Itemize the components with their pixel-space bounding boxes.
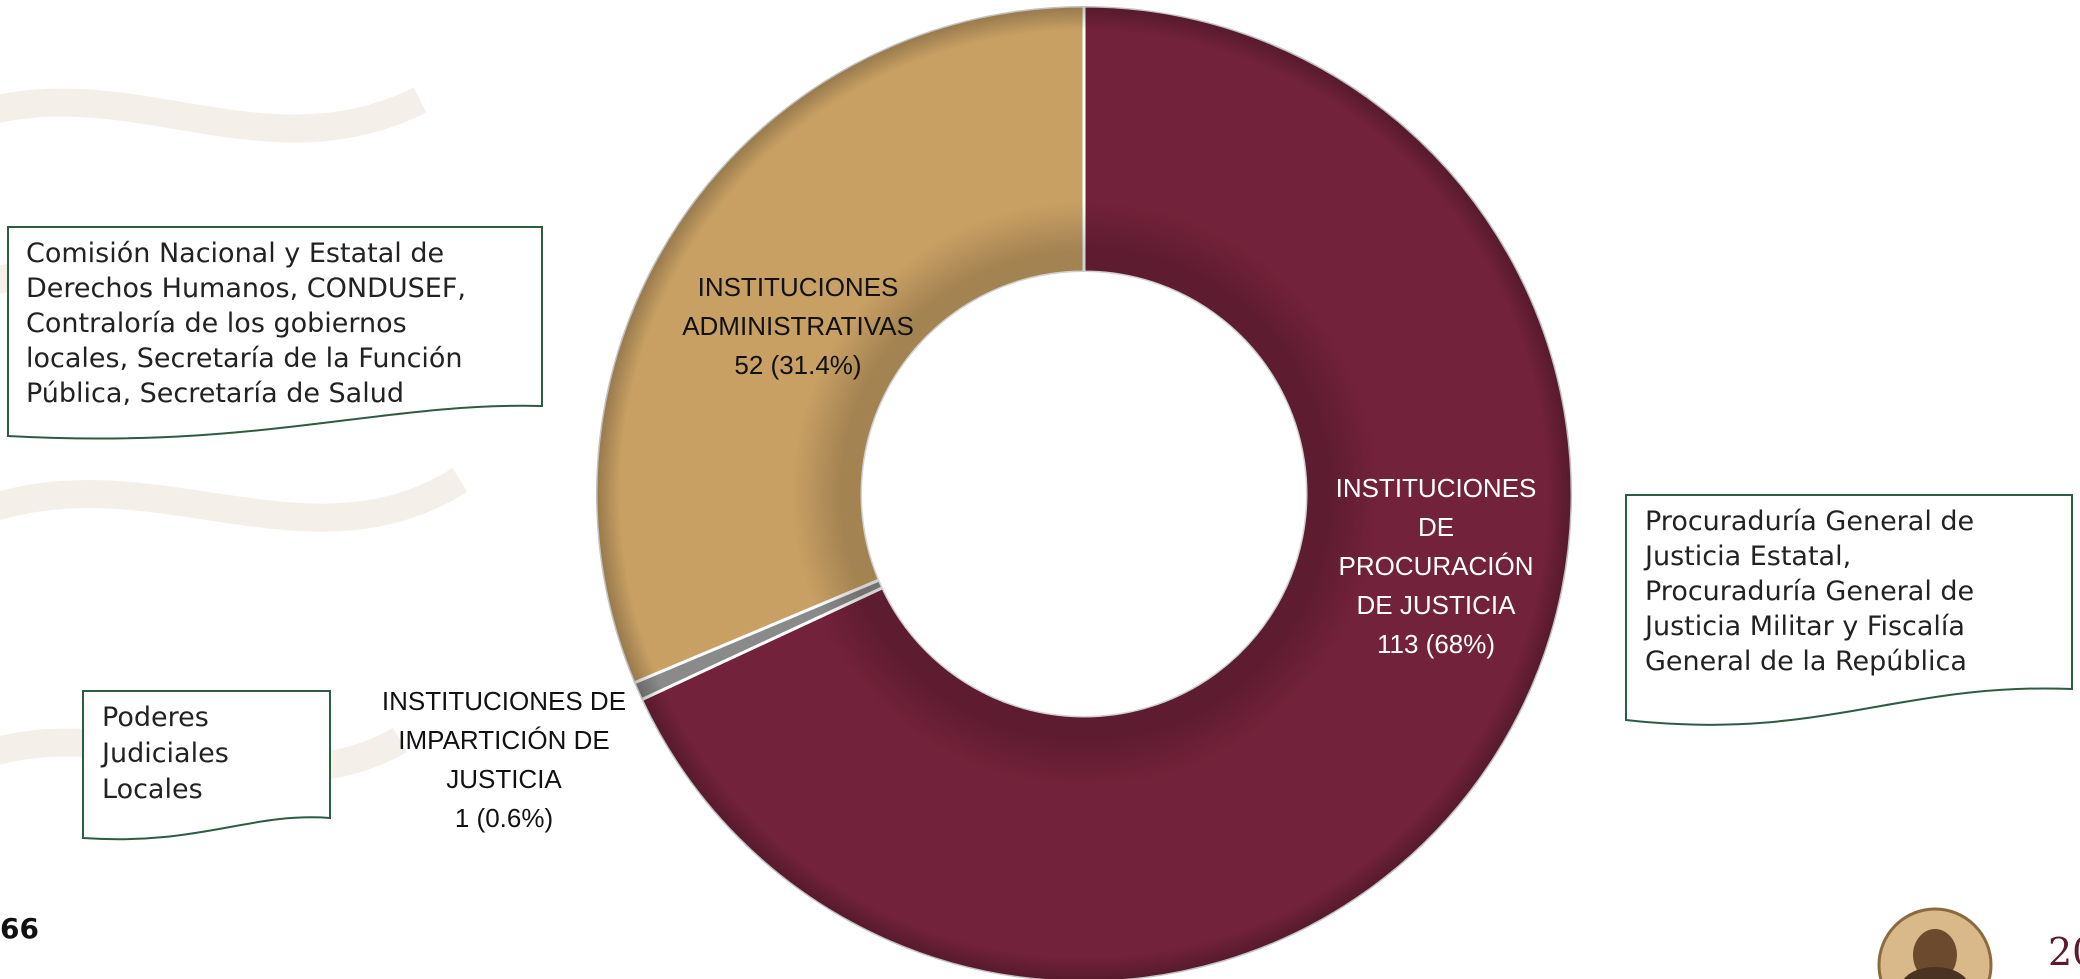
slice-label-imparticion: INSTITUCIONES DE IMPARTICIÓN DE JUSTICIA… — [381, 686, 627, 833]
slice-label-administrativas: INSTITUCIONES ADMINISTRATIVAS 52 (31.4%) — [682, 272, 914, 380]
slice-label-procuracion: INSTITUCIONES DE PROCURACIÓN DE JUSTICIA… — [1335, 473, 1537, 659]
note-text-imparticion: Poderes Judiciales Locales — [102, 702, 229, 805]
logo-text: 20 — [2048, 930, 2080, 974]
note-text-procuracion: Procuraduría General de Justicia Estatal… — [1645, 506, 1975, 677]
note-text-administrativas: Comisión Nacional y Estatal de Derechos … — [26, 238, 466, 409]
government-seal-logo — [1877, 907, 1993, 979]
page-number: 66 — [0, 912, 39, 945]
donut-hole — [862, 272, 1306, 716]
